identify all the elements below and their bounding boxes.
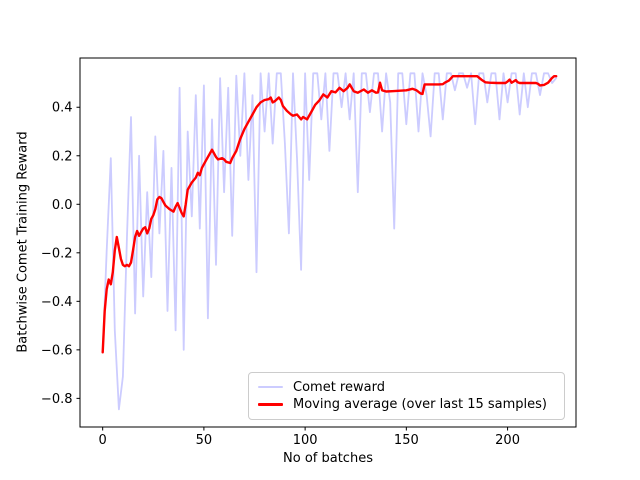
legend-item-comet-reward: Comet reward	[258, 381, 555, 394]
comet-reward-line	[101, 72, 558, 411]
legend-item-moving-average: Moving average (over last 15 samples)	[258, 398, 555, 411]
y-axis-label: Batchwise Comet Training Reward	[15, 131, 31, 353]
y-tick-label: −0.8	[41, 392, 73, 407]
y-tick-label: −0.4	[41, 295, 73, 310]
y-tick-label: −0.2	[41, 246, 73, 261]
axes-spines	[79, 57, 577, 428]
y-tick-label: 0.0	[52, 198, 73, 213]
x-tick-label: 50	[196, 433, 213, 448]
y-tick-label: 0.4	[52, 101, 73, 116]
legend-label-moving-average: Moving average (over last 15 samples)	[293, 397, 548, 413]
y-tick-label: −0.6	[41, 343, 73, 358]
y-tick-label: 0.2	[52, 149, 73, 164]
x-tick-label: 200	[495, 433, 520, 448]
legend: Comet reward Moving average (over last 1…	[248, 372, 565, 420]
moving-average-line-swatch	[258, 403, 283, 407]
x-tick-label: 150	[394, 433, 419, 448]
x-tick-label: 100	[293, 433, 318, 448]
comet-reward-line-swatch	[258, 386, 283, 389]
x-axis-label: No of batches	[283, 451, 373, 466]
x-tick-label: 0	[99, 433, 107, 448]
legend-label-comet-reward: Comet reward	[293, 379, 385, 395]
moving-average-line	[101, 74, 558, 354]
